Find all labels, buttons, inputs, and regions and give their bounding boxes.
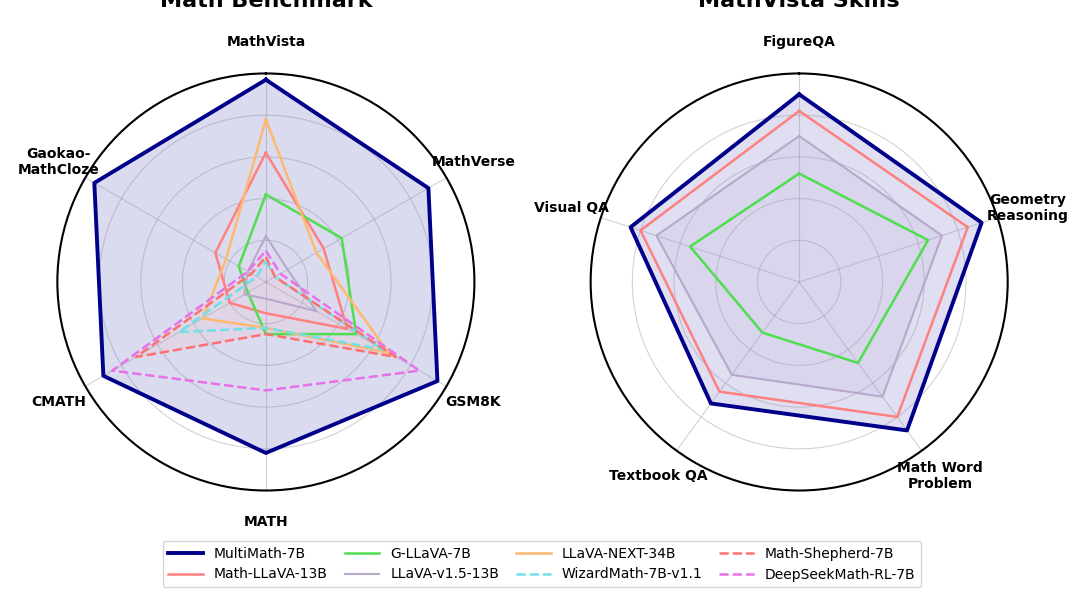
- Polygon shape: [136, 257, 396, 357]
- Polygon shape: [94, 80, 438, 453]
- Polygon shape: [657, 136, 942, 397]
- Title: MathVista Skills: MathVista Skills: [698, 0, 900, 11]
- Legend: MultiMath-7B, Math-LLaVA-13B, G-LLaVA-7B, LLaVA-v1.5-13B, LLaVA-NEXT-34B, Wizard: MultiMath-7B, Math-LLaVA-13B, G-LLaVA-7B…: [163, 541, 921, 587]
- Title: Math Benchmark: Math Benchmark: [159, 0, 372, 11]
- Polygon shape: [631, 94, 982, 430]
